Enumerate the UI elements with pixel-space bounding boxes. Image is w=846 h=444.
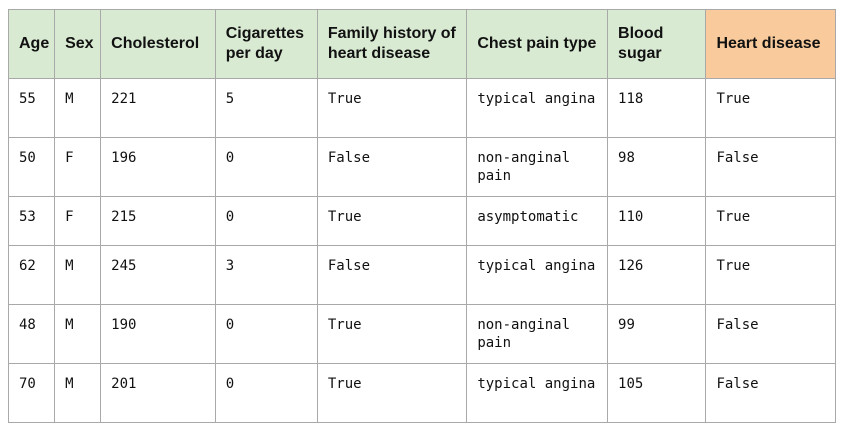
- cell-family-history: True: [316, 196, 468, 246]
- table-row: 50 F 196 0 False non-anginal pain 98 Fal…: [7, 137, 836, 197]
- cell-sex: M: [54, 78, 102, 138]
- cell-cholesterol: 196: [100, 137, 216, 197]
- cell-family-history: False: [316, 245, 468, 305]
- cell-family-history: False: [316, 137, 468, 197]
- heart-disease-table: Age Sex Cholesterol Cigarettes per day F…: [7, 9, 836, 423]
- cell-blood-sugar: 110: [607, 196, 707, 246]
- cell-cholesterol: 245: [100, 245, 216, 305]
- header-cholesterol: Cholesterol: [100, 9, 216, 79]
- cell-age: 62: [7, 245, 56, 305]
- cell-heart-disease: True: [705, 196, 836, 246]
- cell-cigarettes: 0: [214, 363, 318, 423]
- table-row: 62 M 245 3 False typical angina 126 True: [7, 245, 836, 305]
- data-table-container: Age Sex Cholesterol Cigarettes per day F…: [7, 9, 836, 423]
- table-row: 53 F 215 0 True asymptomatic 110 True: [7, 196, 836, 246]
- cell-cigarettes: 0: [214, 304, 318, 364]
- cell-sex: F: [54, 137, 102, 197]
- cell-chest-pain-type: asymptomatic: [466, 196, 609, 246]
- header-blood-sugar: Blood sugar: [607, 9, 707, 79]
- header-sex: Sex: [54, 9, 102, 79]
- header-heart-disease: Heart disease: [705, 9, 836, 79]
- cell-blood-sugar: 118: [607, 78, 707, 138]
- cell-cigarettes: 5: [214, 78, 318, 138]
- cell-age: 53: [7, 196, 56, 246]
- cell-cigarettes: 0: [214, 137, 318, 197]
- header-chest-pain-type: Chest pain type: [466, 9, 609, 79]
- cell-cigarettes: 3: [214, 245, 318, 305]
- cell-cholesterol: 221: [100, 78, 216, 138]
- cell-blood-sugar: 98: [607, 137, 707, 197]
- cell-heart-disease: True: [705, 245, 836, 305]
- cell-chest-pain-type: non-anginal pain: [466, 304, 609, 364]
- cell-cholesterol: 190: [100, 304, 216, 364]
- cell-family-history: True: [316, 363, 468, 423]
- cell-chest-pain-type: non-anginal pain: [466, 137, 609, 197]
- cell-blood-sugar: 126: [607, 245, 707, 305]
- cell-heart-disease: False: [705, 304, 836, 364]
- cell-chest-pain-type: typical angina: [466, 363, 609, 423]
- cell-chest-pain-type: typical angina: [466, 245, 609, 305]
- cell-sex: M: [54, 304, 102, 364]
- cell-sex: F: [54, 196, 102, 246]
- cell-cholesterol: 201: [100, 363, 216, 423]
- table-row: 70 M 201 0 True typical angina 105 False: [7, 363, 836, 423]
- cell-age: 50: [7, 137, 56, 197]
- header-age: Age: [7, 9, 56, 79]
- cell-family-history: True: [316, 304, 468, 364]
- cell-age: 48: [7, 304, 56, 364]
- cell-heart-disease: False: [705, 363, 836, 423]
- cell-age: 70: [7, 363, 56, 423]
- cell-blood-sugar: 99: [607, 304, 707, 364]
- cell-blood-sugar: 105: [607, 363, 707, 423]
- cell-chest-pain-type: typical angina: [466, 78, 609, 138]
- header-family-history: Family history of heart disease: [316, 9, 468, 79]
- cell-heart-disease: False: [705, 137, 836, 197]
- cell-cigarettes: 0: [214, 196, 318, 246]
- cell-cholesterol: 215: [100, 196, 216, 246]
- table-row: 48 M 190 0 True non-anginal pain 99 Fals…: [7, 304, 836, 364]
- cell-heart-disease: True: [705, 78, 836, 138]
- table-row: 55 M 221 5 True typical angina 118 True: [7, 78, 836, 138]
- cell-sex: M: [54, 245, 102, 305]
- cell-family-history: True: [316, 78, 468, 138]
- header-row: Age Sex Cholesterol Cigarettes per day F…: [7, 9, 836, 79]
- cell-sex: M: [54, 363, 102, 423]
- header-cigarettes-per-day: Cigarettes per day: [214, 9, 318, 79]
- cell-age: 55: [7, 78, 56, 138]
